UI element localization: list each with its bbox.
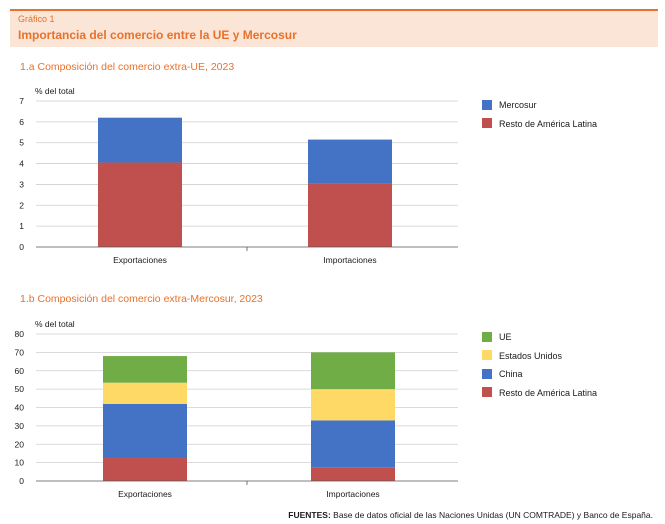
legend-label: UE (499, 332, 512, 342)
chart-a-subtitle: 1.a Composición del comercio extra-UE, 2… (20, 61, 235, 73)
x-category-label: Exportaciones (113, 255, 167, 265)
legend-swatch-ue (482, 331, 492, 342)
y-axis-unit: % del total (35, 86, 75, 96)
legend-item: Mercosur (482, 99, 597, 118)
chart-b-subtitle: 1.b Composición del comercio extra-Merco… (20, 293, 263, 305)
legend-label: Resto de América Latina (499, 387, 598, 398)
bar-segment (308, 139, 392, 184)
legend-swatch-eeuu (482, 350, 492, 361)
figure-header: Gráfico 1 Importancia del comercio entre… (10, 9, 658, 47)
bar-segment (98, 162, 182, 247)
y-tick-label: 4 (19, 159, 24, 169)
y-tick-label: 40 (15, 403, 25, 413)
y-tick-label: 0 (19, 476, 24, 486)
y-tick-label: 50 (15, 384, 25, 394)
y-tick-label: 60 (15, 366, 25, 376)
bar-segment (311, 467, 395, 481)
legend-label: China (499, 369, 523, 379)
legend-label: Mercosur (499, 100, 537, 110)
y-tick-label: 6 (19, 117, 24, 127)
x-category-label: Importaciones (326, 489, 379, 499)
figure-title: Importancia del comercio entre la UE y M… (18, 28, 297, 42)
x-category-label: Importaciones (323, 255, 376, 265)
bar-segment (103, 382, 187, 404)
source-note: FUENTES: Base de datos oficial de las Na… (288, 510, 653, 520)
y-tick-label: 20 (15, 439, 25, 449)
y-tick-label: 70 (15, 347, 25, 357)
bar-segment (103, 356, 187, 383)
chart-a-legend: Mercosur Resto de América Latina (482, 99, 597, 136)
legend-swatch-china (482, 368, 492, 379)
legend-swatch-resto (482, 387, 492, 398)
bar-segment (103, 458, 187, 481)
legend-item: China (482, 368, 597, 387)
y-tick-label: 10 (15, 458, 25, 468)
y-tick-label: 7 (19, 96, 24, 106)
y-tick-label: 0 (19, 242, 24, 252)
legend-item: Resto de América Latina (482, 118, 597, 137)
source-text: Base de datos oficial de las Naciones Un… (330, 510, 653, 520)
bar-segment (311, 352, 395, 390)
legend-item: Resto de América Latina (482, 387, 597, 406)
legend-item: UE (482, 331, 597, 350)
legend-swatch-resto (482, 118, 492, 129)
x-category-label: Exportaciones (118, 489, 172, 499)
bar-segment (98, 117, 182, 163)
legend-label: Resto de América Latina (499, 118, 598, 129)
bar-segment (311, 389, 395, 421)
bar-segment (308, 183, 392, 247)
bar-segment (103, 403, 187, 459)
bar-segment (311, 420, 395, 468)
figure-kicker: Gráfico 1 (18, 14, 55, 24)
legend-item: Estados Unidos (482, 350, 597, 369)
chart-b-legend: UE Estados Unidos China Resto de América… (482, 331, 597, 405)
y-tick-label: 80 (15, 329, 25, 339)
y-tick-label: 3 (19, 179, 24, 189)
y-tick-label: 5 (19, 138, 24, 148)
y-tick-label: 2 (19, 200, 24, 210)
y-tick-label: 1 (19, 221, 24, 231)
source-label: FUENTES: (288, 510, 331, 520)
y-axis-unit: % del total (35, 319, 75, 329)
y-tick-label: 30 (15, 421, 25, 431)
legend-swatch-mercosur (482, 99, 492, 110)
legend-label: Estados Unidos (499, 350, 563, 361)
